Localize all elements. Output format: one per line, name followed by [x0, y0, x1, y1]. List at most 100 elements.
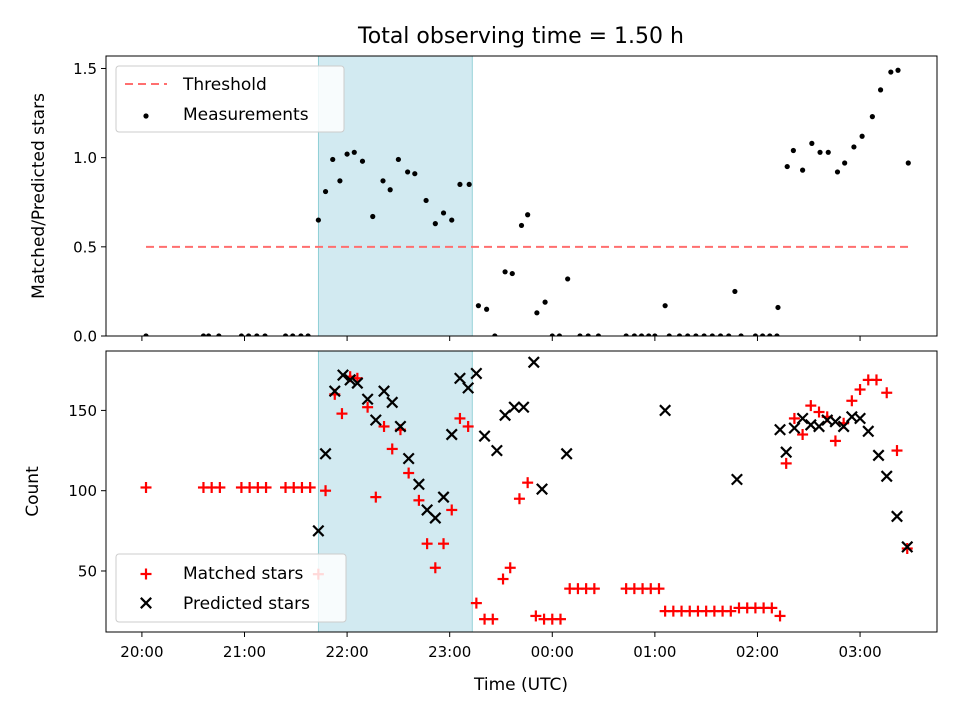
measurement-point [685, 333, 691, 336]
matched-stars-point [470, 597, 482, 609]
matched-stars-point [497, 573, 509, 585]
x-stroke-b [880, 470, 893, 483]
measurement-point [262, 333, 268, 336]
measurement-point [784, 163, 790, 170]
measurement-point [387, 187, 393, 193]
legend-predicted-label: Predicted stars [183, 594, 310, 614]
measurement-point [200, 333, 207, 336]
legend-measurements-label: Measurements [183, 105, 309, 125]
measurement-point [205, 333, 212, 336]
measurement-point [370, 213, 376, 220]
measurement-point [305, 333, 311, 336]
matched-stars-point [454, 412, 466, 424]
measurement-point [646, 333, 652, 336]
x-stroke-b [508, 401, 521, 414]
predicted-stars-point [429, 512, 442, 524]
measurement-point [282, 333, 289, 336]
measurement-point [337, 178, 343, 184]
measurement-point [509, 270, 515, 277]
x-tick-label: 02:00 [736, 643, 779, 661]
measurement-point [842, 160, 848, 166]
matched-stars-point [421, 538, 433, 550]
measurement-point [298, 333, 304, 336]
x-stroke-b [774, 423, 787, 436]
matched-stars-point [774, 610, 786, 622]
matched-stars-point [870, 374, 882, 386]
predicted-stars-point [337, 369, 349, 382]
predicted-stars-point [829, 415, 842, 428]
measurement-point [542, 299, 548, 305]
predicted-stars-point [536, 483, 548, 496]
x-stroke-b [872, 449, 885, 462]
x-stroke-b [527, 356, 540, 369]
x-stroke-b [659, 404, 672, 417]
measurement-point [638, 333, 645, 336]
x-tick-label: 00:00 [531, 643, 574, 661]
matched-stars-point [336, 408, 348, 420]
matched-stars-point [140, 568, 152, 580]
x-tick-label: 20:00 [120, 643, 163, 661]
lower-panel: 20:00 21:00 22:00 23:00 00:00 01:00 02:00 03:00… [23, 350, 938, 661]
matched-stars-point [304, 481, 316, 493]
predicted-stars-point [872, 449, 885, 462]
measurement-point [662, 303, 668, 309]
predicted-stars-point [344, 373, 357, 386]
x-stroke-b [351, 377, 364, 390]
y-tick-label: 100 [68, 482, 97, 500]
x-stroke-b [412, 478, 425, 491]
matched-stars-point [805, 400, 817, 412]
matched-stars-point [260, 481, 272, 493]
matched-stars-point [881, 387, 893, 399]
measurement-point [432, 221, 438, 227]
x-tick-label: 22:00 [325, 643, 368, 661]
x-stroke-b [862, 425, 875, 438]
measurement-point [565, 276, 571, 282]
measurement-point [315, 217, 321, 223]
matched-stars-point [386, 443, 398, 455]
measurement-point [732, 288, 738, 295]
predicted-stars-point [659, 404, 672, 417]
measurement-point [423, 197, 429, 204]
measurement-point [817, 149, 823, 155]
measurement-point [623, 333, 629, 336]
x-stroke-b [453, 372, 466, 385]
x-stroke-b [517, 401, 530, 414]
measurement-point [359, 158, 366, 164]
x-axis-label: Time (UTC) [473, 675, 568, 695]
predicted-stars-point [901, 540, 914, 553]
measurement-point [693, 333, 699, 336]
predicted-stars-point [312, 524, 325, 537]
predicted-stars-point [774, 423, 787, 436]
matched-stars-point [766, 602, 778, 614]
x-stroke-b [780, 446, 793, 459]
measurement-point [905, 160, 911, 166]
measurement-point [412, 171, 418, 177]
x-stroke-b [837, 420, 850, 433]
y-tick-label: 0.5 [73, 238, 97, 256]
predicted-stars-point [837, 420, 850, 433]
matched-stars-point [588, 583, 600, 595]
measurement-point [790, 147, 796, 154]
measurement-point [254, 333, 260, 336]
x-stroke-b [560, 447, 573, 460]
predicted-stars-point [854, 412, 867, 425]
legend-threshold-label: Threshold [182, 75, 267, 95]
x-stroke-b [478, 430, 491, 443]
x-tick-label: 23:00 [428, 643, 471, 661]
matched-stars-point [446, 504, 458, 516]
measurement-point [888, 69, 894, 75]
measurement-point [709, 333, 715, 336]
x-stroke-b [796, 412, 809, 425]
predicted-stars-point [437, 491, 450, 504]
measurement-point [859, 133, 865, 139]
predicted-stars-point [462, 381, 475, 394]
x-stroke-b [429, 512, 442, 524]
axes-frame [105, 350, 938, 633]
x-stroke-b [854, 412, 867, 425]
matched-stars-point [846, 395, 858, 407]
x-stroke-b [437, 491, 450, 504]
x-stroke-b [813, 420, 825, 433]
measurement-point [717, 333, 724, 336]
measurement-point [457, 181, 463, 188]
predicted-stars-point [780, 446, 793, 459]
